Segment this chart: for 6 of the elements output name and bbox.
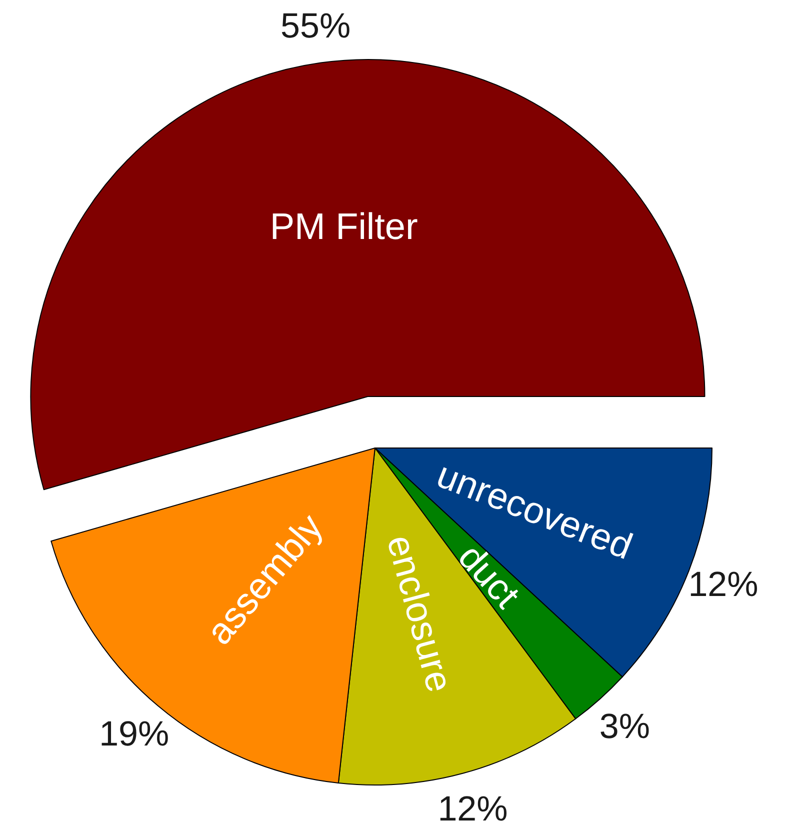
data-label: 12% [688,564,758,604]
slice-label: PM Filter [270,206,418,248]
data-label: 3% [599,706,650,746]
data-label: 55% [280,6,351,46]
data-label: 19% [99,714,170,754]
data-label: 12% [438,790,508,829]
